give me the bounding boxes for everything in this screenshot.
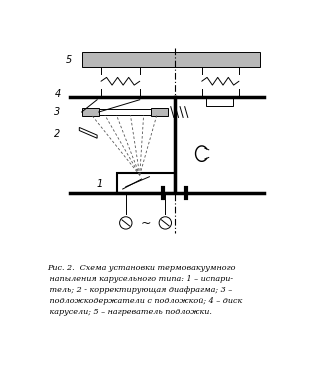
Bar — [82, 108, 99, 116]
Text: 3: 3 — [55, 107, 61, 117]
Text: 1: 1 — [96, 179, 103, 189]
Bar — [99, 109, 151, 115]
Text: 5: 5 — [65, 55, 71, 65]
Polygon shape — [79, 127, 97, 138]
Bar — [151, 108, 168, 116]
Bar — [116, 173, 175, 193]
Bar — [206, 97, 233, 106]
Text: 2: 2 — [55, 129, 61, 139]
Text: ~: ~ — [140, 217, 151, 230]
Text: 4: 4 — [55, 89, 61, 99]
Text: Рис. 2.  Схема установки термовакуумного
 напыления карусельного типа: 1 – испар: Рис. 2. Схема установки термовакуумного … — [47, 264, 242, 316]
Bar — [82, 52, 260, 68]
